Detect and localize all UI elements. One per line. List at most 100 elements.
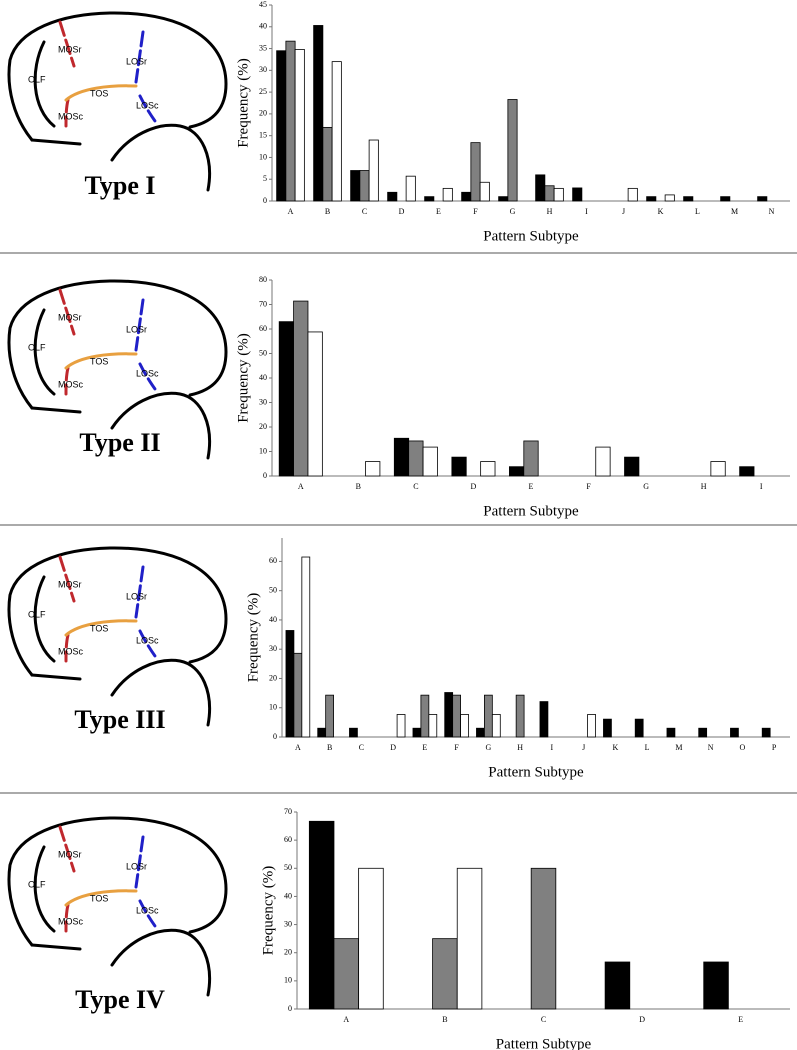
y-axis-label: Frequency (%) xyxy=(235,58,251,148)
olfactory-line xyxy=(33,308,56,396)
bar xyxy=(359,170,370,202)
bar xyxy=(480,461,496,477)
brain-outline xyxy=(7,816,228,947)
bar xyxy=(428,714,438,738)
y-tick-label: 80 xyxy=(259,275,267,284)
bar xyxy=(285,630,295,738)
x-tick-label: B xyxy=(356,482,361,491)
bar xyxy=(476,727,485,738)
bar xyxy=(285,40,296,202)
olfactory-line xyxy=(33,845,56,933)
y-tick-label: 25 xyxy=(259,87,267,96)
x-tick-label: L xyxy=(645,743,650,752)
bar xyxy=(387,191,398,202)
mosr-line xyxy=(58,825,76,873)
y-tick-label: 40 xyxy=(269,615,277,624)
bar xyxy=(544,185,555,202)
bar xyxy=(698,727,708,738)
x-axis-label: Pattern Subtype xyxy=(496,1036,592,1050)
bar xyxy=(739,466,755,477)
y-tick-label: 40 xyxy=(259,22,267,31)
bar xyxy=(405,175,416,202)
y-tick-label: 30 xyxy=(269,644,277,653)
cerebellum-outline xyxy=(110,928,212,997)
x-axis-label: Pattern Subtype xyxy=(483,228,579,244)
x-tick-label: F xyxy=(473,207,478,216)
bar xyxy=(365,461,381,477)
x-tick-label: F xyxy=(586,482,591,491)
tos-line xyxy=(64,619,138,637)
base-line xyxy=(30,406,82,414)
bar xyxy=(530,867,557,1010)
bar xyxy=(317,727,327,738)
bar xyxy=(515,694,525,738)
y-axis-label: Frequency (%) xyxy=(245,593,261,683)
bar xyxy=(424,196,435,202)
y-tick-label: 15 xyxy=(259,130,267,139)
x-tick-label: A xyxy=(295,743,301,752)
x-tick-label: H xyxy=(517,743,523,752)
bar xyxy=(553,187,564,202)
bar xyxy=(535,174,546,202)
bar xyxy=(444,692,454,738)
diagram-label: OLF xyxy=(28,342,46,352)
bar xyxy=(313,25,324,202)
y-tick-label: 40 xyxy=(284,891,292,900)
bar xyxy=(412,727,422,738)
y-tick-label: 50 xyxy=(259,348,267,357)
x-tick-label: K xyxy=(612,743,618,752)
y-tick-label: 0 xyxy=(263,471,267,480)
bar xyxy=(572,187,583,202)
diagram-label: TOS xyxy=(90,623,108,633)
cerebellum-outline xyxy=(110,658,212,727)
mosr-line xyxy=(58,20,76,68)
bar xyxy=(730,727,739,738)
brain-diagram: OLF MOSr MOSc TOS LOSr LOSc xyxy=(7,546,228,727)
bar xyxy=(664,194,675,202)
brain-outline xyxy=(7,11,228,142)
x-tick-label: G xyxy=(643,482,649,491)
losr-line xyxy=(134,298,145,352)
x-tick-label: D xyxy=(399,207,405,216)
x-axis-label: Pattern Subtype xyxy=(488,764,584,780)
y-tick-label: 40 xyxy=(259,373,267,382)
brain-outline xyxy=(7,279,228,410)
bar xyxy=(646,196,657,202)
y-tick-label: 70 xyxy=(284,807,292,816)
bar xyxy=(604,961,631,1010)
y-tick-label: 30 xyxy=(284,919,292,928)
diagram-label: LOSc xyxy=(136,635,159,645)
x-tick-label: D xyxy=(639,1015,645,1024)
bar xyxy=(307,331,323,477)
x-tick-label: M xyxy=(731,207,738,216)
x-tick-label: O xyxy=(739,743,745,752)
diagram-label: LOSc xyxy=(136,905,159,915)
y-tick-label: 10 xyxy=(259,446,267,455)
bar xyxy=(456,867,483,1010)
bar xyxy=(396,714,406,738)
bar xyxy=(420,694,430,738)
cerebellum-outline xyxy=(110,391,212,460)
diagram-label: LOSc xyxy=(136,368,159,378)
y-tick-label: 30 xyxy=(259,397,267,406)
bar xyxy=(710,461,726,477)
bar xyxy=(509,466,525,477)
bar xyxy=(761,727,771,738)
x-tick-label: J xyxy=(622,207,625,216)
x-tick-label: I xyxy=(760,482,763,491)
bar xyxy=(491,714,501,738)
mosc-line xyxy=(64,903,70,933)
x-tick-label: H xyxy=(701,482,707,491)
bar xyxy=(293,300,309,477)
bar xyxy=(470,142,481,202)
bar xyxy=(720,196,731,202)
y-tick-label: 50 xyxy=(284,863,292,872)
y-tick-label: 45 xyxy=(259,0,267,9)
x-tick-label: C xyxy=(359,743,364,752)
bar xyxy=(461,191,472,202)
cerebellum-outline xyxy=(110,123,212,192)
x-tick-label: H xyxy=(547,207,553,216)
bar xyxy=(325,694,334,738)
bar xyxy=(333,938,360,1010)
x-tick-label: G xyxy=(510,207,516,216)
